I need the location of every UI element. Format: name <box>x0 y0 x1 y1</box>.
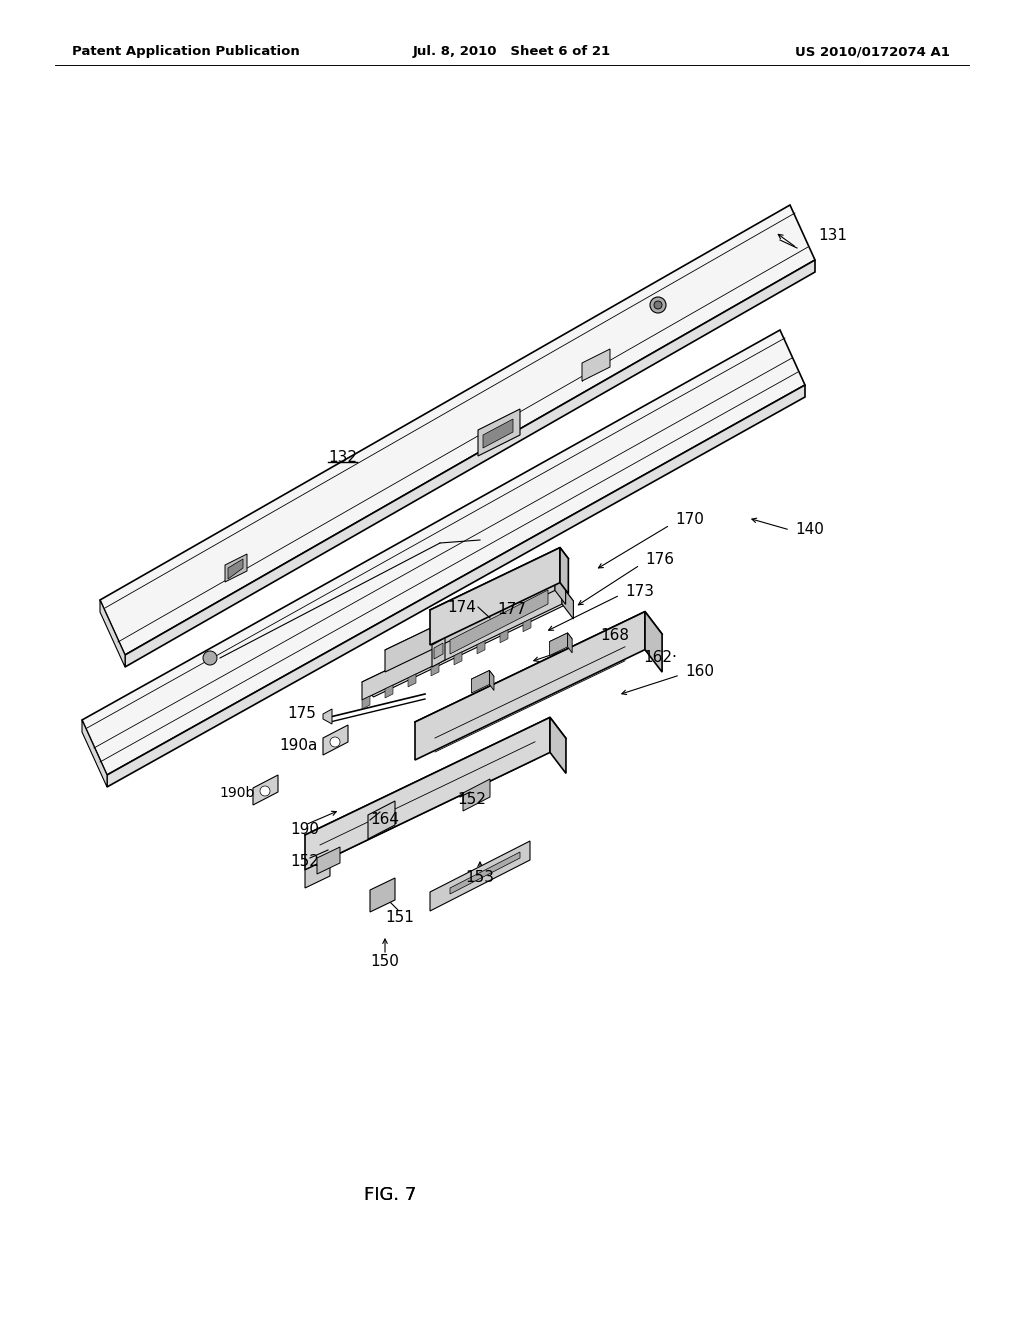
Text: 174: 174 <box>447 599 476 615</box>
Polygon shape <box>106 385 805 787</box>
Polygon shape <box>550 632 572 648</box>
Polygon shape <box>450 851 520 894</box>
Polygon shape <box>362 586 573 697</box>
Polygon shape <box>489 671 494 690</box>
Text: 177: 177 <box>497 602 526 618</box>
Polygon shape <box>550 717 566 774</box>
Circle shape <box>330 737 340 747</box>
Circle shape <box>654 301 662 309</box>
Polygon shape <box>432 638 445 667</box>
Text: 190b: 190b <box>219 785 255 800</box>
Polygon shape <box>450 590 548 653</box>
Polygon shape <box>317 847 340 874</box>
Text: 150: 150 <box>371 954 399 969</box>
Polygon shape <box>550 632 567 656</box>
Text: 131: 131 <box>818 227 847 243</box>
Polygon shape <box>408 675 416 686</box>
Polygon shape <box>323 709 332 723</box>
Text: 190a: 190a <box>280 738 318 754</box>
Polygon shape <box>305 717 566 855</box>
Polygon shape <box>385 569 555 672</box>
Polygon shape <box>415 611 645 760</box>
Polygon shape <box>362 586 562 700</box>
Text: 170: 170 <box>675 512 703 528</box>
Polygon shape <box>100 601 125 667</box>
Polygon shape <box>567 632 572 653</box>
Polygon shape <box>431 663 439 676</box>
Circle shape <box>260 785 270 796</box>
Text: US 2010/0172074 A1: US 2010/0172074 A1 <box>795 45 950 58</box>
Polygon shape <box>82 330 805 775</box>
Polygon shape <box>362 696 370 709</box>
Text: Jul. 8, 2010   Sheet 6 of 21: Jul. 8, 2010 Sheet 6 of 21 <box>413 45 611 58</box>
Text: 173: 173 <box>625 583 654 598</box>
Polygon shape <box>385 685 393 698</box>
Polygon shape <box>500 630 508 643</box>
Polygon shape <box>434 643 443 659</box>
Polygon shape <box>562 586 573 619</box>
Polygon shape <box>415 611 663 744</box>
Text: 140: 140 <box>795 523 824 537</box>
Polygon shape <box>368 801 395 840</box>
Polygon shape <box>454 652 462 665</box>
Polygon shape <box>478 409 520 455</box>
Polygon shape <box>582 348 610 381</box>
Polygon shape <box>100 205 815 655</box>
Text: 160: 160 <box>685 664 714 678</box>
Text: 164: 164 <box>370 813 399 828</box>
Polygon shape <box>555 569 565 605</box>
Polygon shape <box>645 611 663 672</box>
Text: 132: 132 <box>328 450 357 466</box>
Polygon shape <box>228 558 243 579</box>
Polygon shape <box>305 717 550 870</box>
Polygon shape <box>471 671 494 685</box>
Circle shape <box>203 651 217 665</box>
Polygon shape <box>253 775 278 805</box>
Polygon shape <box>463 779 490 810</box>
Circle shape <box>650 297 666 313</box>
Text: 168: 168 <box>600 628 629 644</box>
Text: 153: 153 <box>466 870 495 884</box>
Text: 152: 152 <box>291 854 319 870</box>
Polygon shape <box>523 619 531 632</box>
Polygon shape <box>225 554 247 582</box>
Text: 152: 152 <box>457 792 485 808</box>
Polygon shape <box>82 719 106 787</box>
Polygon shape <box>477 640 485 653</box>
Polygon shape <box>305 858 330 888</box>
Polygon shape <box>125 260 815 667</box>
Polygon shape <box>323 725 348 755</box>
Polygon shape <box>385 569 565 664</box>
Text: 176: 176 <box>645 553 674 568</box>
Text: 151: 151 <box>386 911 415 925</box>
Text: FIG. 7: FIG. 7 <box>364 1185 416 1204</box>
Polygon shape <box>430 548 560 645</box>
Text: FIG. 7: FIG. 7 <box>364 1185 416 1204</box>
Polygon shape <box>430 841 530 911</box>
Text: 190: 190 <box>291 822 319 837</box>
Polygon shape <box>370 878 395 912</box>
Text: 162·: 162· <box>643 651 677 665</box>
Polygon shape <box>471 671 489 693</box>
Text: Patent Application Publication: Patent Application Publication <box>72 45 300 58</box>
Text: 175: 175 <box>287 705 316 721</box>
Polygon shape <box>430 548 568 620</box>
Polygon shape <box>560 548 568 594</box>
Polygon shape <box>483 418 513 447</box>
